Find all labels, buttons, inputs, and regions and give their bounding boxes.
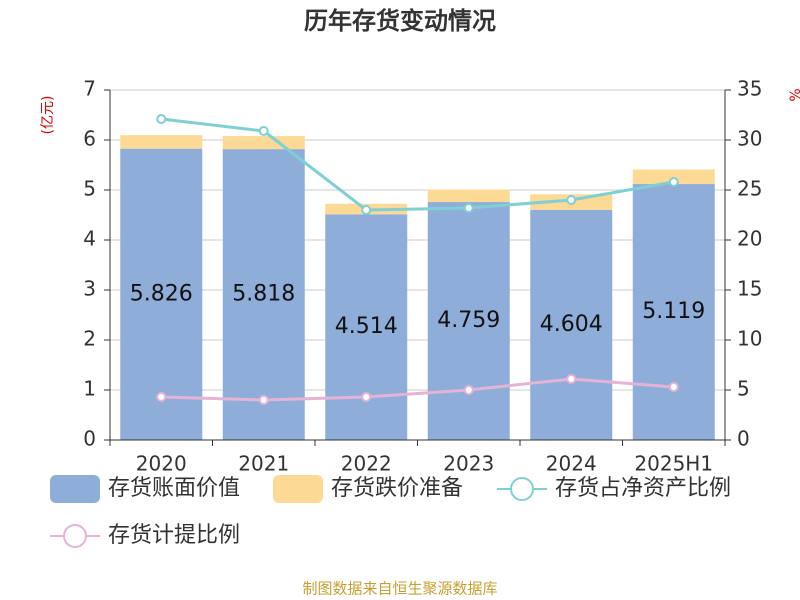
legend-label: 存货计提比例 [108, 523, 240, 548]
bar [120, 148, 203, 440]
y-axis-label: (亿元) [40, 96, 56, 135]
x-tick-label: 2025H1 [634, 452, 713, 476]
bar [427, 202, 510, 440]
bar [120, 135, 203, 149]
y-tick-label: 3 [83, 277, 96, 301]
y2-tick-label: 0 [737, 427, 750, 451]
x-tick-label: 2021 [238, 452, 289, 476]
legend-label: 存货占净资产比例 [555, 476, 731, 501]
y2-tick-label: 5 [737, 377, 750, 401]
y-tick-label: 1 [83, 377, 96, 401]
legend-label: 存货跌价准备 [331, 476, 463, 501]
line-marker [258, 395, 269, 405]
line-marker [668, 177, 679, 187]
line-marker [566, 374, 577, 384]
value-label: 5.119 [642, 299, 705, 324]
line [161, 377, 674, 402]
bar [222, 136, 305, 150]
bar [222, 149, 305, 440]
line-marker [258, 126, 269, 136]
y2-tick-label: 20 [737, 227, 762, 251]
y2-axis-label: % [788, 88, 800, 101]
line-marker [566, 195, 577, 205]
line-marker [361, 392, 372, 402]
y2-tick-label: 25 [737, 177, 762, 201]
line-marker [668, 382, 679, 392]
line-marker [463, 385, 474, 395]
line [161, 117, 675, 212]
x-tick-label: 2020 [136, 452, 187, 476]
value-label: 5.826 [130, 281, 193, 306]
bar [325, 214, 408, 440]
bar [632, 184, 715, 440]
source-note: 制图数据来自恒生聚源数据库 [302, 580, 497, 598]
value-label: 4.759 [437, 308, 500, 333]
y-tick-label: 4 [83, 227, 96, 251]
legend-swatch [50, 475, 100, 503]
x-tick-label: 2024 [546, 452, 597, 476]
line-marker [463, 203, 474, 213]
value-label: 5.818 [232, 282, 295, 307]
y2-tick-label: 10 [737, 327, 762, 351]
bar [427, 189, 510, 203]
bar [632, 169, 715, 185]
y2-tick-label: 30 [737, 127, 762, 151]
y-tick-label: 6 [83, 127, 96, 151]
chart-title: 历年存货变动情况 [304, 7, 496, 35]
legend-swatch [63, 524, 87, 548]
legend-label: 存货账面价值 [108, 476, 240, 501]
y-tick-label: 2 [83, 327, 96, 351]
legend-swatch [273, 475, 323, 503]
y2-tick-label: 35 [737, 77, 762, 101]
y-tick-label: 0 [83, 427, 96, 451]
y-tick-label: 7 [83, 77, 96, 101]
value-label: 4.604 [540, 312, 603, 337]
x-tick-label: 2022 [341, 452, 392, 476]
line-marker [156, 392, 167, 402]
y-tick-label: 5 [83, 177, 96, 201]
line-marker [361, 205, 372, 215]
line-marker [156, 114, 167, 124]
legend-swatch [510, 477, 534, 501]
y2-tick-label: 15 [737, 277, 762, 301]
x-tick-label: 2023 [443, 452, 494, 476]
bar [530, 209, 613, 440]
value-label: 4.514 [335, 314, 398, 339]
